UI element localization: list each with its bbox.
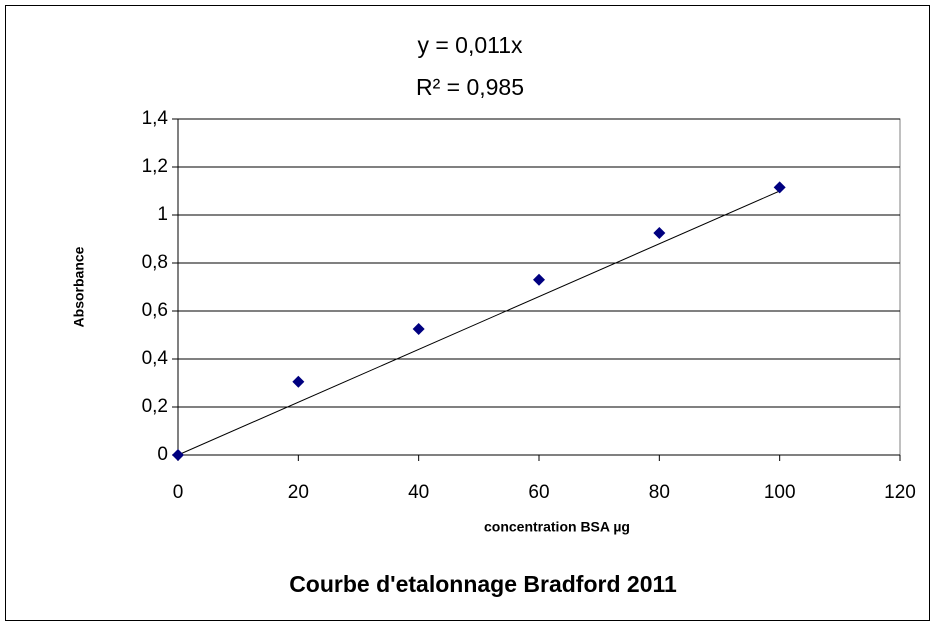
y-tick-label: 0,6 bbox=[142, 300, 168, 321]
trendline bbox=[177, 190, 780, 456]
x-tick-label: 0 bbox=[173, 482, 184, 503]
plot-area bbox=[177, 118, 901, 456]
x-tick-label: 60 bbox=[528, 482, 549, 503]
trend-r2: R² = 0,985 bbox=[416, 74, 524, 100]
y-tick-label: 0,2 bbox=[142, 396, 168, 417]
data-point bbox=[172, 449, 184, 461]
data-point bbox=[773, 181, 786, 194]
x-tick-label: 20 bbox=[288, 482, 309, 503]
y-tick-label: 1,2 bbox=[142, 156, 168, 177]
x-tick-label: 120 bbox=[884, 482, 916, 503]
chart-title: Courbe d'etalonnage Bradford 2011 bbox=[289, 571, 677, 597]
data-point bbox=[533, 273, 545, 286]
x-tick-label: 80 bbox=[649, 482, 670, 503]
x-axis-label: concentration BSA µg bbox=[484, 519, 630, 535]
y-tick-label: 1,4 bbox=[142, 108, 169, 129]
x-tick-label: 100 bbox=[764, 482, 796, 503]
data-point bbox=[412, 323, 425, 335]
data-point bbox=[653, 227, 666, 239]
x-tick-label: 40 bbox=[408, 482, 429, 503]
y-axis-label: Absorbance bbox=[71, 246, 87, 327]
y-tick-label: 0,8 bbox=[142, 252, 168, 273]
y-tick-label: 0,4 bbox=[142, 348, 169, 369]
y-tick-label: 1 bbox=[157, 204, 168, 225]
y-tick-label: 0 bbox=[157, 444, 168, 465]
data-point bbox=[292, 375, 305, 388]
trend-equation: y = 0,011x bbox=[417, 32, 523, 58]
